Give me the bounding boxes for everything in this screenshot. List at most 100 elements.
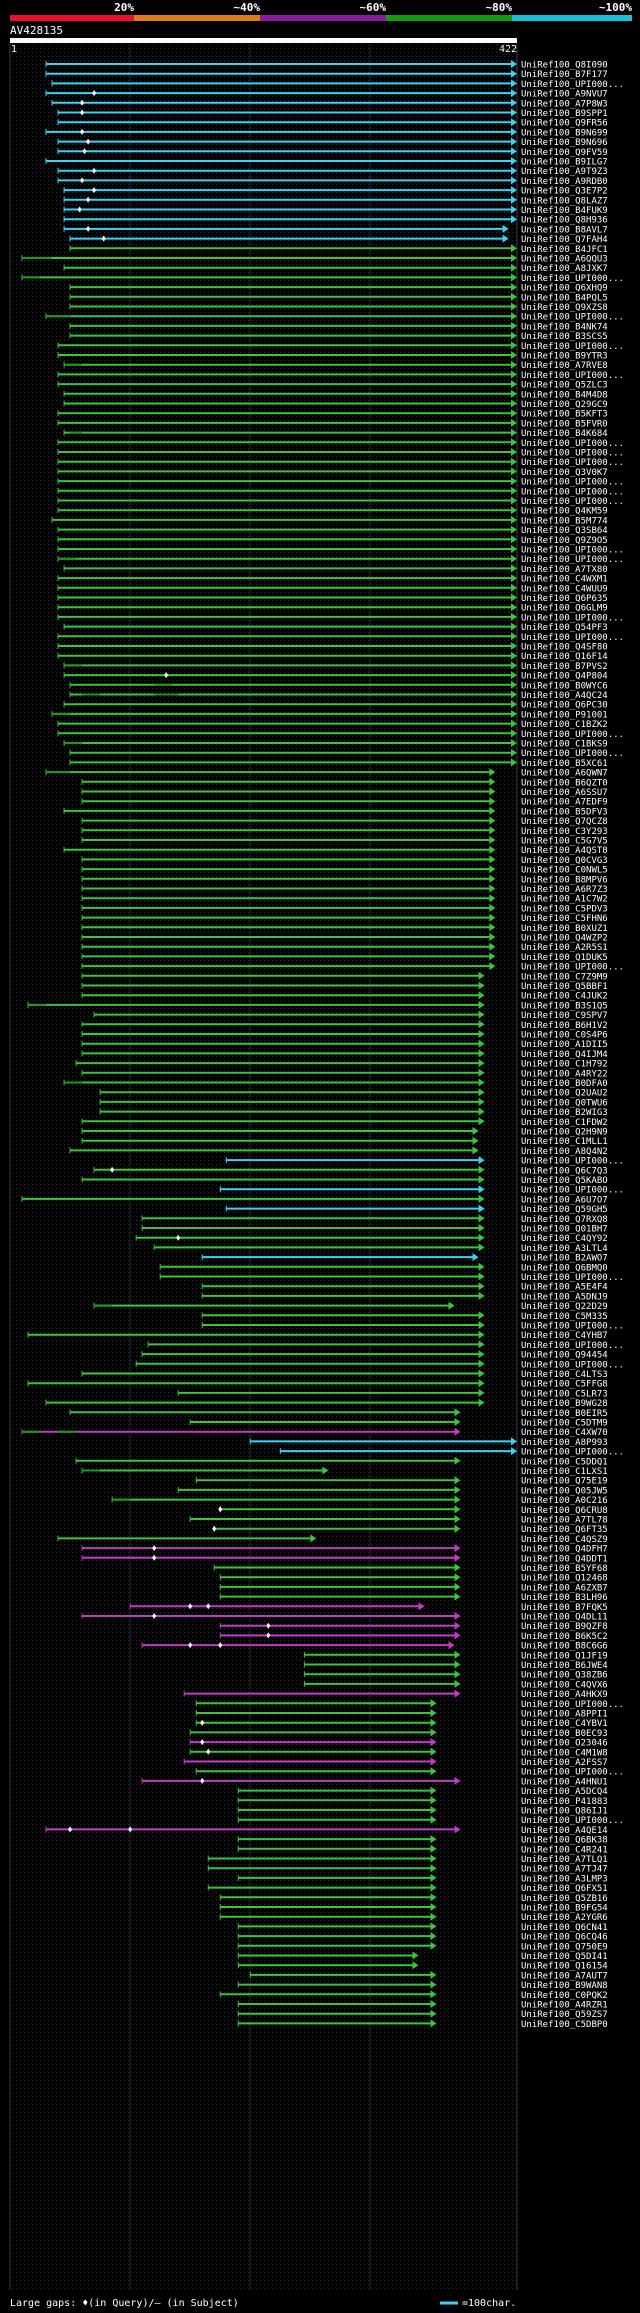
hit-label[interactable]: UniRef100_UPI000...: [521, 1322, 624, 1332]
hit-row[interactable]: UniRef100_A5DNJ9: [201, 1291, 608, 1303]
hit-row[interactable]: UniRef100_Q3SB64: [57, 525, 608, 537]
hit-row[interactable]: UniRef100_A6U7O7: [21, 1194, 608, 1206]
hit-row[interactable]: UniRef100_UPI000...: [57, 632, 624, 643]
hit-row[interactable]: UniRef100_B2WIG3: [99, 1107, 608, 1119]
hit-row[interactable]: UniRef100_A2YGR6: [219, 1912, 608, 1924]
hit-row[interactable]: UniRef100_Q750E9: [237, 1941, 608, 1953]
hit-row[interactable]: UniRef100_Q6FX51: [207, 1883, 608, 1895]
hit-row[interactable]: UniRef100_UPI000...: [225, 1156, 624, 1167]
hit-row[interactable]: UniRef100_A7TJ47: [207, 1864, 608, 1875]
hit-label[interactable]: UniRef100_C5FFG8: [521, 1380, 608, 1390]
hit-label[interactable]: UniRef100_Q2H9N9: [521, 1128, 608, 1138]
hit-label[interactable]: UniRef100_B4PQL5: [521, 293, 608, 303]
hit-label[interactable]: UniRef100_UPI000...: [521, 555, 624, 565]
hit-label[interactable]: UniRef100_B4JFC1: [521, 245, 608, 255]
hit-row[interactable]: UniRef100_B5DFV3: [63, 806, 608, 818]
hit-row[interactable]: UniRef100_A7TLQ1: [207, 1854, 608, 1866]
hit-row[interactable]: UniRef100_Q0TWU6: [99, 1097, 608, 1109]
hit-row[interactable]: UniRef100_C1BZK2: [57, 719, 608, 731]
hit-label[interactable]: UniRef100_A1DII5: [521, 1040, 608, 1050]
hit-row[interactable]: UniRef100_B9WG28: [45, 1398, 608, 1410]
hit-row[interactable]: UniRef100_Q8LAZ7: [63, 195, 608, 207]
hit-label[interactable]: UniRef100_UPI000...: [521, 1768, 624, 1778]
hit-label[interactable]: UniRef100_Q94454: [521, 1351, 608, 1361]
hit-label[interactable]: UniRef100_C4WXM1: [521, 575, 608, 585]
hit-label[interactable]: UniRef100_B2WIG3: [521, 1108, 608, 1118]
hit-row[interactable]: UniRef100_B0EC93: [189, 1728, 608, 1739]
hit-label[interactable]: UniRef100_A6SSU7: [521, 788, 608, 798]
hit-label[interactable]: UniRef100_B9ILG7: [521, 158, 608, 168]
hit-row[interactable]: UniRef100_B0EIR5: [69, 1408, 608, 1419]
hit-row[interactable]: UniRef100_Q16154: [237, 1961, 608, 1972]
hit-row[interactable]: UniRef100_A6QWN7: [45, 768, 608, 779]
hit-label[interactable]: UniRef100_A2FSS7: [521, 1758, 608, 1768]
hit-label[interactable]: UniRef100_B9WG28: [521, 1399, 608, 1409]
hit-label[interactable]: UniRef100_UPI000...: [521, 1816, 624, 1826]
hit-label[interactable]: UniRef100_Q1DUK5: [521, 953, 608, 963]
hit-row[interactable]: UniRef100_C1FDW2: [81, 1117, 608, 1128]
hit-row[interactable]: UniRef100_B9QZF8: [219, 1621, 608, 1633]
hit-label[interactable]: UniRef100_B0EC93: [521, 1729, 608, 1739]
hit-row[interactable]: UniRef100_Q16F14: [57, 651, 608, 663]
hit-label[interactable]: UniRef100_A3LTL4: [521, 1244, 608, 1254]
hit-label[interactable]: UniRef100_Q2UAU2: [521, 1089, 608, 1099]
hit-row[interactable]: UniRef100_C1LXS1: [81, 1466, 608, 1478]
hit-row[interactable]: UniRef100_A1DII5: [81, 1039, 608, 1051]
hit-label[interactable]: UniRef100_Q9XZS8: [521, 303, 608, 313]
hit-label[interactable]: UniRef100_Q16154: [521, 1962, 608, 1972]
hit-row[interactable]: UniRef100_Q54PF3: [63, 622, 608, 634]
hit-row[interactable]: UniRef100_B2AWO7: [201, 1253, 608, 1264]
hit-label[interactable]: UniRef100_C5DTM9: [521, 1419, 608, 1429]
hit-row[interactable]: UniRef100_Q6CQ46: [237, 1932, 608, 1943]
hit-row[interactable]: UniRef100_B9ILG7: [45, 157, 608, 168]
hit-row[interactable]: UniRef100_C5DBP0: [237, 2019, 608, 2030]
hit-label[interactable]: UniRef100_A4HNU1: [521, 1777, 608, 1787]
hit-label[interactable]: UniRef100_Q7QCZ8: [521, 817, 608, 827]
hit-row[interactable]: UniRef100_UPI000...: [21, 273, 624, 284]
hit-row[interactable]: UniRef100_Q0CVG3: [81, 855, 608, 866]
hit-label[interactable]: UniRef100_B0EIR5: [521, 1409, 608, 1419]
hit-label[interactable]: UniRef100_B3SCS5: [521, 332, 608, 342]
hit-label[interactable]: UniRef100_A6QWN7: [521, 769, 608, 779]
hit-label[interactable]: UniRef100_A4QE14: [521, 1826, 608, 1836]
hit-label[interactable]: UniRef100_Q6XHQ9: [521, 284, 608, 294]
hit-label[interactable]: UniRef100_B9YTR3: [521, 352, 608, 362]
hit-label[interactable]: UniRef100_UPI000...: [521, 1273, 624, 1283]
hit-row[interactable]: UniRef100_B0WYC6: [69, 680, 608, 692]
hit-label[interactable]: UniRef100_Q5BBF1: [521, 982, 608, 992]
hit-row[interactable]: UniRef100_C0PQK2: [219, 1990, 608, 2001]
hit-row[interactable]: UniRef100_B5M774: [51, 515, 608, 527]
hit-label[interactable]: UniRef100_Q4KM59: [521, 507, 608, 517]
hit-row[interactable]: UniRef100_Q1DUK5: [81, 952, 608, 963]
hit-label[interactable]: UniRef100_A6R7Z3: [521, 885, 608, 895]
hit-row[interactable]: UniRef100_A5DCQ4: [237, 1786, 608, 1798]
hit-row[interactable]: UniRef100_UPI000...: [147, 1340, 624, 1351]
hit-label[interactable]: UniRef100_Q6CN41: [521, 1923, 608, 1933]
hit-label[interactable]: UniRef100_A2R5S1: [521, 943, 608, 953]
hit-label[interactable]: UniRef100_Q6CRU8: [521, 1506, 608, 1516]
hit-label[interactable]: UniRef100_C4XW70: [521, 1428, 608, 1438]
hit-label[interactable]: UniRef100_Q4WZP2: [521, 934, 608, 944]
hit-label[interactable]: UniRef100_B0XUZ1: [521, 924, 608, 934]
hit-label[interactable]: UniRef100_UPI000...: [521, 80, 624, 90]
hit-label[interactable]: UniRef100_Q8I090: [521, 61, 608, 71]
hit-row[interactable]: UniRef100_UPI000...: [219, 1185, 624, 1196]
hit-label[interactable]: UniRef100_B6QZT0: [521, 778, 608, 788]
hit-row[interactable]: UniRef100_B0DFA0: [63, 1078, 608, 1090]
hit-row[interactable]: UniRef100_B7FQK5: [129, 1602, 608, 1613]
hit-row[interactable]: UniRef100_B6K5C2: [219, 1631, 608, 1642]
hit-label[interactable]: UniRef100_C1H792: [521, 1060, 608, 1070]
hit-label[interactable]: UniRef100_UPI000...: [521, 274, 624, 284]
hit-row[interactable]: UniRef100_Q5ZB16: [219, 1893, 608, 1904]
hit-label[interactable]: UniRef100_UPI000...: [521, 449, 624, 459]
hit-label[interactable]: UniRef100_B3LH96: [521, 1593, 608, 1603]
hit-label[interactable]: UniRef100_Q6GLM9: [521, 604, 608, 614]
hit-label[interactable]: UniRef100_C5G7V5: [521, 837, 608, 847]
hit-label[interactable]: UniRef100_Q6P635: [521, 594, 608, 604]
hit-label[interactable]: UniRef100_C4QVX6: [521, 1680, 608, 1690]
hit-label[interactable]: UniRef100_A7RVE8: [521, 361, 608, 371]
hit-row[interactable]: UniRef100_Q5BBF1: [81, 981, 608, 993]
hit-row[interactable]: UniRef100_B4PQL5: [69, 292, 608, 304]
hit-label[interactable]: UniRef100_UPI000...: [521, 1341, 624, 1351]
hit-row[interactable]: UniRef100_Q4WZP2: [81, 933, 608, 944]
